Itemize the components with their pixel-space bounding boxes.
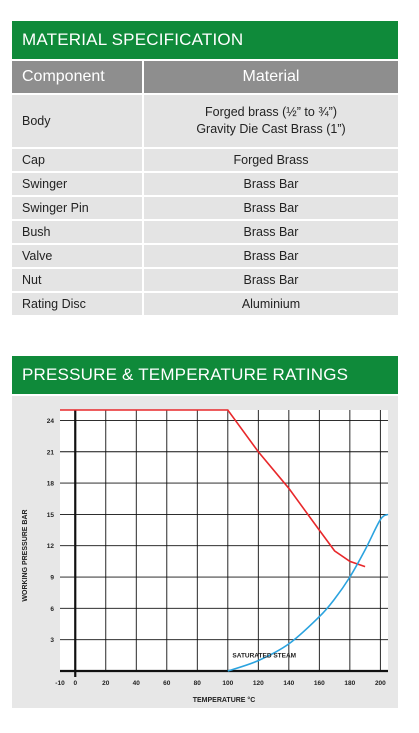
material-cell: Brass Bar (143, 171, 398, 196)
y-tick-label: 21 (47, 449, 55, 456)
component-cell: Valve (12, 243, 144, 268)
column-header-material: Material (143, 61, 398, 94)
material-cell: Brass Bar (143, 195, 398, 220)
x-tick-label: 140 (283, 680, 294, 687)
table-row: Cap Forged Brass (12, 147, 398, 172)
material-cell: Brass Bar (143, 219, 398, 244)
x-tick-label: -10 (55, 680, 65, 687)
x-tick-label: 0 (73, 680, 77, 687)
component-cell: Bush (12, 219, 144, 244)
material-line: Gravity Die Cast Brass (1”) (196, 122, 346, 136)
x-axis-label: TEMPERATURE °C (193, 696, 256, 704)
pressure-temperature-chart: -10 0 20 40 60 80 100 120 140 160 180 200 3 6 9 12 15 18 2… (12, 396, 398, 708)
component-cell: Nut (12, 267, 144, 292)
table-row: Rating Disc Aluminium (12, 291, 398, 315)
x-tick-label: 180 (344, 680, 355, 687)
x-tick-label: 100 (222, 680, 233, 687)
component-cell: Swinger Pin (12, 195, 144, 220)
material-line: Forged brass (½” to ¾”) (205, 105, 337, 119)
y-tick-label: 18 (47, 481, 55, 488)
saturated-steam-label: SATURATED STEAM (232, 652, 296, 659)
x-tick-label: 20 (102, 680, 110, 687)
component-cell: Cap (12, 147, 144, 172)
material-cell: Aluminium (143, 291, 398, 315)
chart-svg: -10 0 20 40 60 80 100 120 140 160 180 200 3 6 9 12 15 18 2… (22, 409, 389, 704)
y-tick-label: 24 (47, 418, 55, 425)
component-cell: Rating Disc (12, 291, 144, 315)
x-tick-label: 80 (194, 680, 202, 687)
pressure-rating-line (60, 409, 366, 568)
y-tick-label: 6 (50, 606, 54, 613)
material-cell: Brass Bar (143, 267, 398, 292)
x-tick-label: 120 (253, 680, 264, 687)
table-row: Valve Brass Bar (12, 243, 398, 268)
table-row: Body Forged brass (½” to ¾”) Gravity Die… (12, 93, 398, 148)
table-row: Nut Brass Bar (12, 267, 398, 292)
x-tick-label: 40 (133, 680, 141, 687)
x-tick-label: 160 (314, 680, 325, 687)
component-cell: Swinger (12, 171, 144, 196)
component-cell: Body (12, 93, 144, 148)
table-row: Swinger Pin Brass Bar (12, 195, 398, 220)
x-tick-label: 200 (375, 680, 386, 687)
y-tick-label: 12 (47, 543, 55, 550)
material-cell: Forged Brass (143, 147, 398, 172)
y-tick-label: 15 (47, 512, 55, 519)
saturated-steam-line (227, 513, 389, 672)
pressure-temperature-header: PRESSURE & TEMPERATURE RATINGS (12, 356, 398, 394)
material-specification-table: Component Material Body Forged brass (½”… (12, 61, 398, 315)
material-specification-header: MATERIAL SPECIFICATION (12, 21, 398, 59)
material-cell: Forged brass (½” to ¾”) Gravity Die Cast… (143, 93, 398, 148)
y-tick-label: 3 (50, 637, 54, 644)
y-tick-label: 9 (50, 575, 54, 582)
table-row: Bush Brass Bar (12, 219, 398, 244)
pressure-temperature-title: PRESSURE & TEMPERATURE RATINGS (22, 365, 349, 384)
material-specification-title: MATERIAL SPECIFICATION (22, 30, 244, 49)
plot-area (60, 410, 388, 671)
material-cell: Brass Bar (143, 243, 398, 268)
table-row: Swinger Brass Bar (12, 171, 398, 196)
table-header-row: Component Material (12, 61, 398, 94)
x-tick-label: 60 (163, 680, 171, 687)
y-axis-label: WORKING PRESSURE BAR (22, 509, 29, 601)
column-header-component: Component (12, 61, 144, 94)
